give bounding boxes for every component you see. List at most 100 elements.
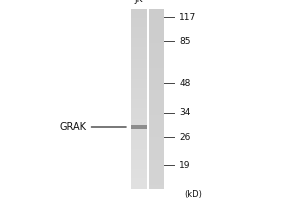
Bar [130,162,147,164]
Bar [130,94,147,97]
Bar [149,128,164,130]
Bar [130,38,147,40]
Bar [149,151,164,153]
Bar [130,11,147,14]
Bar [130,81,147,83]
Bar [149,115,164,117]
Bar [130,70,147,72]
Bar [149,85,164,88]
Bar [130,34,147,36]
Bar [130,184,147,187]
Bar [130,13,147,16]
Bar [130,43,147,45]
Bar [130,110,147,112]
Bar [149,58,164,61]
Bar [149,25,164,27]
Bar [149,83,164,86]
Bar [130,88,147,90]
Bar [130,61,147,63]
Bar [130,155,147,158]
Bar [149,72,164,74]
Bar [149,20,164,22]
Bar [149,38,164,40]
Bar [149,13,164,16]
Bar [149,9,164,11]
Bar [130,99,147,101]
Bar [149,171,164,173]
Bar [130,139,147,142]
Bar [130,137,147,140]
Bar [149,97,164,99]
Bar [149,106,164,108]
Bar [149,16,164,18]
Bar [130,20,147,22]
Bar [130,106,147,108]
Bar [149,22,164,25]
Bar [130,121,147,124]
Bar [130,16,147,18]
Bar [130,178,147,180]
Bar [130,180,147,182]
Bar [149,124,164,126]
Bar [130,79,147,81]
Text: 85: 85 [179,36,191,46]
Bar [149,74,164,76]
Bar [149,166,164,169]
Bar [149,157,164,160]
Bar [149,112,164,115]
Bar [149,63,164,65]
Bar [130,130,147,133]
Bar [130,117,147,119]
Bar [149,178,164,180]
Bar [130,166,147,169]
Bar [130,56,147,58]
Bar [149,36,164,38]
Bar [130,92,147,94]
Bar [149,173,164,176]
Bar [149,160,164,162]
Bar [130,169,147,171]
Bar [149,164,164,166]
Bar [149,130,164,133]
Bar [149,70,164,72]
Bar [130,151,147,153]
Bar [130,36,147,38]
Bar [149,133,164,135]
Bar [130,173,147,176]
Bar [149,49,164,52]
Bar [149,61,164,63]
Bar [130,25,147,27]
Bar [130,164,147,166]
Bar [149,27,164,29]
Bar [149,187,164,189]
Bar [130,187,147,189]
Bar [149,180,164,182]
Bar [130,160,147,162]
Bar [149,52,164,54]
Bar [130,76,147,79]
Bar [149,11,164,14]
Bar [149,110,164,112]
Bar [149,148,164,151]
Text: 34: 34 [179,108,191,117]
Bar [149,121,164,124]
Bar [149,79,164,81]
Bar [130,182,147,184]
Bar [149,153,164,155]
Bar [149,175,164,178]
Bar [130,65,147,68]
Bar [149,94,164,97]
Bar [149,144,164,146]
Bar [149,29,164,32]
Bar [130,97,147,99]
Bar [149,182,164,184]
Bar [130,124,147,126]
Text: 26: 26 [179,133,191,142]
Bar [130,63,147,65]
Bar [130,47,147,49]
Bar [149,169,164,171]
Bar [130,119,147,121]
Bar [130,101,147,104]
Bar [149,146,164,148]
Bar [130,27,147,29]
